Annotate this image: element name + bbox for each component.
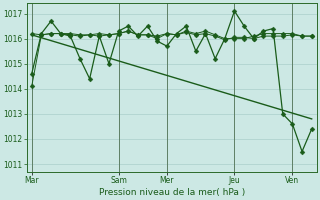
X-axis label: Pression niveau de la mer( hPa ): Pression niveau de la mer( hPa )	[99, 188, 245, 197]
